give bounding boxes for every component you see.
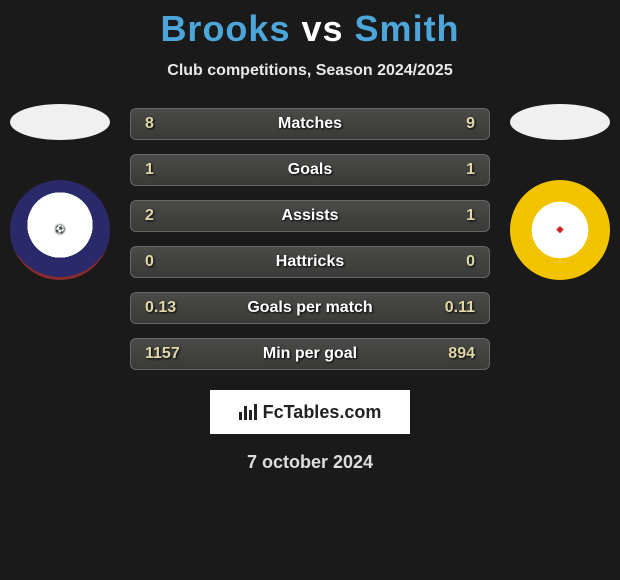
stat-left-value: 8 (145, 115, 154, 133)
stat-label: Hattricks (276, 253, 344, 271)
date: 7 october 2024 (247, 452, 373, 473)
player2-crest: ◆ (510, 180, 610, 280)
stat-row: 2 Assists 1 (130, 200, 490, 232)
crest-right-label: ◆ (553, 221, 568, 239)
stat-left-value: 1 (145, 161, 154, 179)
stat-left-value: 0 (145, 253, 154, 271)
stat-label: Matches (278, 115, 342, 133)
subtitle: Club competitions, Season 2024/2025 (0, 62, 620, 80)
stat-left-value: 0.13 (145, 299, 176, 317)
left-side: ⚽ (0, 108, 120, 280)
main-area: ⚽ 8 Matches 9 1 Goals 1 2 Assists 1 0 Ha… (0, 108, 620, 370)
title: Brooks vs Smith (0, 8, 620, 50)
stat-label: Goals per match (247, 299, 372, 317)
crest-left-label: ⚽ (55, 226, 65, 234)
player2-avatar (510, 104, 610, 140)
player1-crest: ⚽ (10, 180, 110, 280)
stat-right-value: 894 (448, 345, 475, 363)
stat-right-value: 0.11 (445, 299, 475, 317)
fctables-logo: FcTables.com (210, 390, 410, 434)
footer: FcTables.com 7 october 2024 (0, 390, 620, 473)
chart-icon (239, 404, 257, 420)
player2-name: Smith (355, 8, 460, 49)
right-side: ◆ (500, 108, 620, 280)
stats-column: 8 Matches 9 1 Goals 1 2 Assists 1 0 Hatt… (130, 108, 490, 370)
stat-right-value: 1 (466, 207, 475, 225)
stat-label: Goals (288, 161, 332, 179)
stat-row: 0.13 Goals per match 0.11 (130, 292, 490, 324)
stat-label: Min per goal (263, 345, 357, 363)
stat-left-value: 2 (145, 207, 154, 225)
stat-right-value: 1 (466, 161, 475, 179)
logo-text: FcTables.com (263, 402, 382, 423)
vs-text: vs (301, 8, 343, 49)
player1-name: Brooks (160, 8, 290, 49)
stat-row: 1 Goals 1 (130, 154, 490, 186)
stat-row: 1157 Min per goal 894 (130, 338, 490, 370)
stat-left-value: 1157 (145, 345, 180, 363)
stat-label: Assists (282, 207, 339, 225)
player1-avatar (10, 104, 110, 140)
stat-row: 8 Matches 9 (130, 108, 490, 140)
stat-right-value: 0 (466, 253, 475, 271)
comparison-card: Brooks vs Smith Club competitions, Seaso… (0, 0, 620, 473)
stat-row: 0 Hattricks 0 (130, 246, 490, 278)
stat-right-value: 9 (466, 115, 475, 133)
